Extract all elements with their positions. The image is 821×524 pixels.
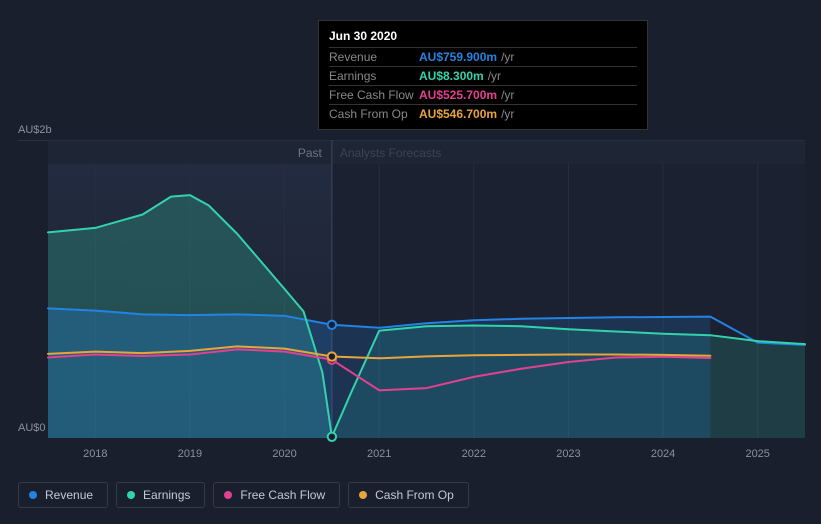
tooltip-row: Free Cash FlowAU$525.700m/yr [329, 85, 637, 104]
x-axis-label: 2019 [178, 448, 202, 460]
tooltip-row-value: AU$546.700m [419, 107, 497, 121]
tooltip-row-value: AU$525.700m [419, 88, 497, 102]
x-axis-label: 2020 [272, 448, 296, 460]
tooltip-row-unit: /yr [501, 88, 514, 102]
x-axis-label: 2024 [651, 448, 675, 460]
chart-legend: Revenue Earnings Free Cash Flow Cash From O… [18, 482, 469, 508]
legend-item[interactable]: Free Cash Flow [213, 482, 340, 508]
legend-item-label: Earnings [143, 488, 190, 502]
tooltip-row-unit: /yr [501, 50, 514, 64]
legend-dot-icon [359, 491, 367, 499]
tooltip-row: EarningsAU$8.300m/yr [329, 66, 637, 85]
legend-item-label: Revenue [45, 488, 93, 502]
tooltip-row-value: AU$8.300m [419, 69, 484, 83]
legend-dot-icon [224, 491, 232, 499]
tooltip-row-label: Free Cash Flow [329, 88, 419, 102]
tooltip-row: RevenueAU$759.900m/yr [329, 47, 637, 66]
x-axis-label: 2022 [462, 448, 486, 460]
tooltip-row: Cash From OpAU$546.700m/yr [329, 104, 637, 123]
tooltip-date: Jun 30 2020 [329, 25, 637, 47]
x-axis-label: 2023 [556, 448, 580, 460]
x-axis-label: 2025 [745, 448, 769, 460]
legend-item-label: Free Cash Flow [240, 488, 325, 502]
tooltip-row-value: AU$759.900m [419, 50, 497, 64]
financials-chart: Jun 30 2020 RevenueAU$759.900m/yrEarning… [0, 0, 821, 524]
legend-item-label: Cash From Op [375, 488, 454, 502]
legend-dot-icon [127, 491, 135, 499]
legend-dot-icon [29, 491, 37, 499]
tooltip-row-label: Earnings [329, 69, 419, 83]
tooltip-row-label: Revenue [329, 50, 419, 64]
tooltip-row-label: Cash From Op [329, 107, 419, 121]
legend-item[interactable]: Earnings [116, 482, 205, 508]
x-axis-label: 2018 [83, 448, 107, 460]
tooltip-row-unit: /yr [501, 107, 514, 121]
x-axis-label: 2021 [367, 448, 391, 460]
tooltip-row-unit: /yr [488, 69, 501, 83]
legend-item[interactable]: Cash From Op [348, 482, 469, 508]
chart-tooltip: Jun 30 2020 RevenueAU$759.900m/yrEarning… [318, 20, 648, 130]
legend-item[interactable]: Revenue [18, 482, 108, 508]
